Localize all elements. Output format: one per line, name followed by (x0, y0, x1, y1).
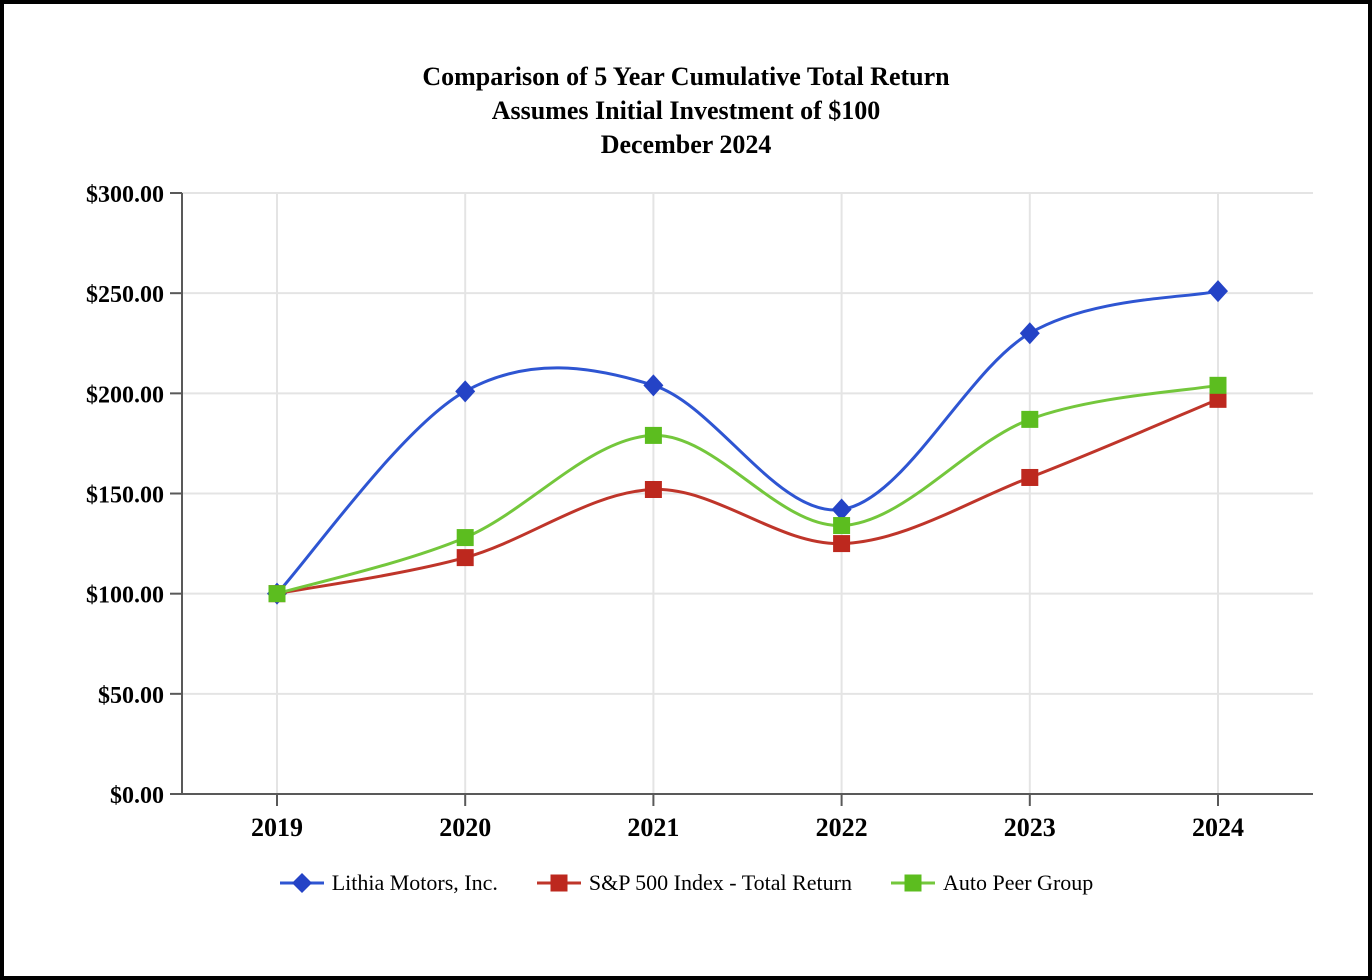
x-tick-label: 2019 (251, 813, 303, 842)
x-tick-label: 2022 (816, 813, 868, 842)
series-line (275, 397, 1220, 596)
y-tick-label: $100.00 (86, 583, 164, 609)
series-marker-square (456, 529, 474, 547)
series-marker-diamond (455, 380, 476, 403)
legend-marker-shape (291, 873, 312, 893)
series-marker-square (456, 549, 474, 567)
legend-item-lithia-motors: Lithia Motors, Inc. (279, 870, 498, 896)
series-marker-square (1209, 390, 1227, 408)
y-tick-label: $250.00 (86, 282, 164, 308)
chart-title-line-3: December 2024 (600, 130, 772, 159)
x-tick-label: 2024 (1192, 813, 1244, 842)
series-marker-square (1021, 468, 1039, 486)
series-marker-square (1021, 410, 1039, 428)
y-tick-label: $150.00 (86, 483, 164, 509)
chart-title-line-1: Comparison of 5 Year Cumulative Total Re… (422, 62, 950, 91)
series-marker-square (833, 535, 851, 553)
legend-label-sp500: S&P 500 Index - Total Return (588, 870, 852, 895)
y-tick-label: $50.00 (98, 683, 164, 709)
chart-canvas: $0.00 $50.00 $100.00 $150.00 $200.00 $250.00 $… (86, 182, 1313, 842)
legend-marker-shape (904, 874, 922, 892)
y-tick-label: $200.00 (86, 382, 164, 408)
legend-label-auto-peer-group: Auto Peer Group (942, 870, 1094, 895)
legend-marker-shape (550, 874, 568, 892)
chart-title-line-2: Assumes Initial Investment of $100 (491, 96, 881, 125)
legend-diamond-icon (279, 873, 324, 893)
series-line (275, 289, 1220, 596)
legend-item-auto-peer-group: Auto Peer Group (890, 870, 1093, 896)
legend-square-icon-green (890, 874, 935, 892)
legend-label-lithia-motors: Lithia Motors, Inc. (331, 870, 498, 895)
x-tick-label: 2023 (1004, 813, 1056, 842)
legend-item-sp500: S&P 500 Index - Total Return (536, 870, 852, 896)
x-tick-label: 2021 (627, 813, 679, 842)
series-marker-square (644, 480, 662, 498)
series-marker-diamond (1208, 280, 1228, 303)
series-line (275, 383, 1220, 596)
series-marker-diamond (643, 374, 664, 397)
series-marker-diamond (1019, 322, 1040, 345)
y-tick-label: $0.00 (110, 783, 164, 809)
x-tick-label: 2020 (439, 813, 491, 842)
series-marker-square (644, 426, 662, 444)
series-marker-square (1209, 376, 1227, 394)
y-tick-label: $300.00 (86, 182, 164, 208)
legend-square-icon-red (536, 874, 581, 892)
chart-title: Comparison of 5 Year Cumulative Total Re… (4, 60, 1368, 162)
chart-legend: Lithia Motors, Inc. S&P 500 Index - Tota… (4, 870, 1368, 896)
series-marker-square (268, 585, 286, 603)
series-marker-diamond (831, 498, 852, 521)
series-marker-square (833, 517, 851, 535)
